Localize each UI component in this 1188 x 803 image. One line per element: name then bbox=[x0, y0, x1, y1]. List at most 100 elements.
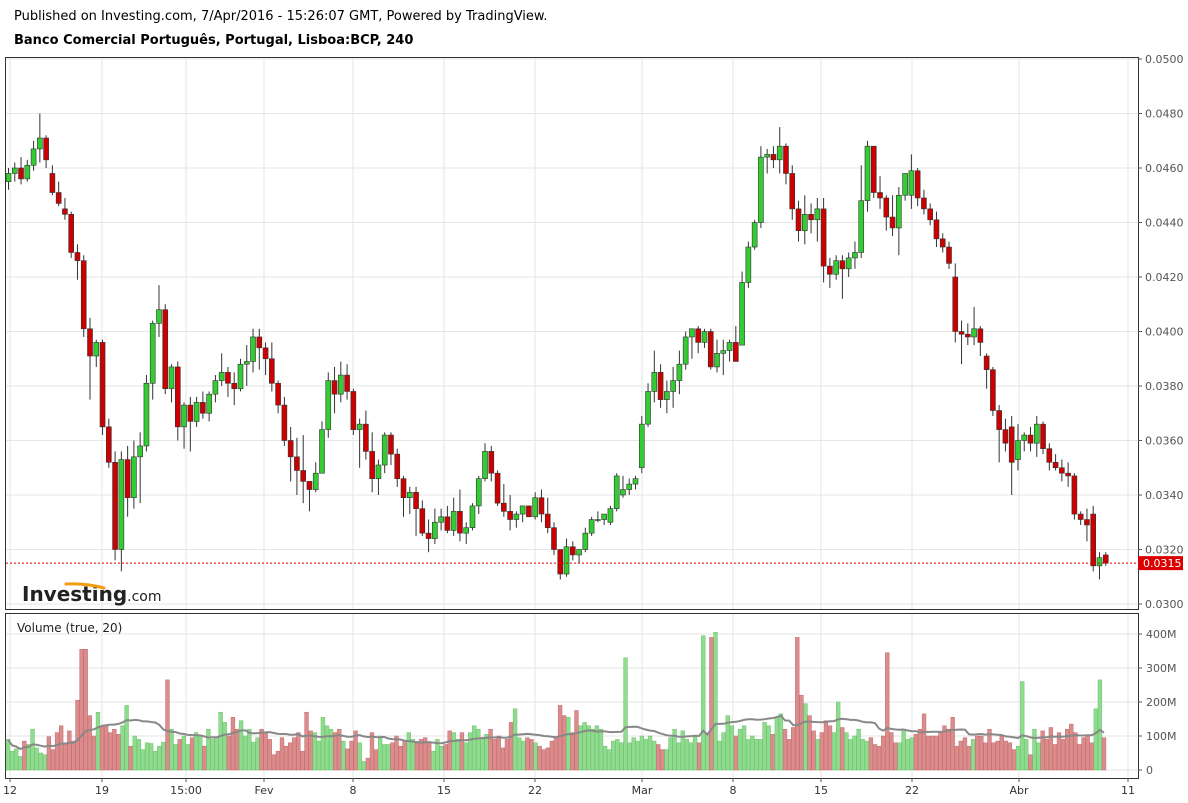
volume-bar-up bbox=[357, 742, 362, 771]
candle-body-up bbox=[689, 328, 695, 338]
candle bbox=[827, 257, 833, 288]
candle-body-down bbox=[1002, 429, 1009, 444]
candle bbox=[281, 396, 288, 446]
volume-bar-up bbox=[590, 728, 595, 771]
candle-body-up bbox=[1015, 440, 1021, 460]
candle-body-up bbox=[513, 513, 520, 520]
candle-body-up bbox=[532, 497, 538, 518]
volume-bar-down bbox=[292, 737, 297, 771]
candle bbox=[482, 443, 488, 482]
candle bbox=[1046, 443, 1053, 471]
time-axis: 12 19 15:00 Fev 8 15 22 Mar 8 15 22 Abr 11 bbox=[3, 778, 1135, 797]
candle bbox=[1059, 459, 1065, 482]
candle-body-down bbox=[952, 276, 959, 332]
candle bbox=[419, 500, 426, 536]
candle-body-down bbox=[488, 451, 495, 474]
volume-bar-down bbox=[979, 735, 984, 771]
volume-bar-down bbox=[889, 732, 894, 771]
volume-bar-down bbox=[557, 705, 563, 771]
volume-bar-down bbox=[91, 735, 97, 771]
investing-logo: Investing.com bbox=[22, 582, 162, 606]
volume-bar-up bbox=[26, 744, 31, 771]
price-tick-label: 0.0340 bbox=[1145, 489, 1184, 502]
candle bbox=[331, 366, 338, 414]
candle-body-up bbox=[463, 527, 470, 534]
volume-bar-down bbox=[259, 728, 264, 771]
volume-bar-up bbox=[153, 751, 158, 771]
volume-bar-down bbox=[1060, 739, 1066, 771]
volume-bar-up bbox=[1020, 681, 1025, 771]
candle-body-down bbox=[783, 145, 789, 174]
volume-bar-down bbox=[422, 737, 428, 771]
volume-bar-up bbox=[651, 740, 657, 771]
volume-bar-down bbox=[1089, 742, 1094, 771]
volume-bar-up bbox=[586, 725, 591, 771]
volume-bar-down bbox=[709, 637, 714, 771]
candle-body-down bbox=[281, 404, 288, 441]
volume-bar-up bbox=[623, 657, 628, 771]
volume-bar-down bbox=[50, 749, 56, 771]
volume-bar-down bbox=[1077, 744, 1082, 771]
candle-body-up bbox=[595, 519, 601, 521]
candle-body-down bbox=[200, 402, 206, 414]
volume-bar-down bbox=[770, 734, 775, 771]
volume-bar-up bbox=[717, 740, 722, 771]
price-axis: 0.0500 0.0480 0.0460 0.0440 0.0420 0.0400 0.03… bbox=[1138, 53, 1184, 611]
volume-bar-down bbox=[353, 730, 358, 771]
volume-bar-down bbox=[541, 749, 546, 771]
volume-bar-down bbox=[799, 694, 804, 771]
volume-bar-down bbox=[1052, 744, 1058, 771]
candle-body-down bbox=[808, 214, 814, 221]
candle-body-down bbox=[363, 423, 369, 452]
volume-bar-up bbox=[451, 732, 456, 771]
volume-bar-down bbox=[537, 745, 542, 771]
volume-bar-down bbox=[459, 732, 465, 771]
candle-body-down bbox=[889, 216, 896, 229]
volume-bar-up bbox=[136, 739, 142, 771]
candle bbox=[852, 241, 858, 269]
candle bbox=[1084, 508, 1090, 542]
candle-body-down bbox=[124, 459, 131, 499]
volume-bar-up bbox=[467, 732, 473, 771]
volume-bar-down bbox=[443, 744, 448, 771]
candle bbox=[106, 418, 112, 468]
candle bbox=[733, 326, 739, 362]
volume-bar-up bbox=[435, 739, 440, 771]
candle bbox=[413, 486, 419, 536]
price-tick-label: 0.0440 bbox=[1145, 217, 1184, 230]
volume-bar-up bbox=[713, 632, 718, 771]
candle bbox=[338, 361, 344, 403]
volume-bar-down bbox=[893, 742, 898, 771]
candle-body-down bbox=[413, 491, 419, 509]
volume-bar-down bbox=[885, 652, 890, 771]
volume-bar-down bbox=[1085, 735, 1090, 771]
candle bbox=[657, 364, 664, 408]
price-tick-label: 0.0300 bbox=[1145, 598, 1184, 611]
volume-tick-label: 0 bbox=[1146, 764, 1153, 777]
candle bbox=[544, 497, 551, 534]
logo-suffix: .com bbox=[127, 589, 161, 605]
volume-bar-up bbox=[860, 739, 865, 771]
volume-bar-up bbox=[312, 732, 317, 771]
volume-bar-up bbox=[517, 737, 522, 771]
candle bbox=[369, 432, 375, 493]
candle-body-down bbox=[707, 331, 714, 368]
volume-bar-down bbox=[823, 720, 829, 771]
volume-bar-up bbox=[95, 711, 101, 771]
candle-body-down bbox=[74, 252, 81, 261]
candle-body-up bbox=[338, 374, 344, 395]
candle-body-down bbox=[1046, 448, 1053, 463]
time-tick-label: 15 bbox=[437, 784, 451, 797]
candle bbox=[858, 165, 865, 258]
candle bbox=[406, 486, 413, 515]
candle-body-up bbox=[149, 323, 156, 384]
candle bbox=[118, 451, 125, 572]
volume-bar-down bbox=[108, 732, 113, 771]
candle bbox=[444, 505, 451, 534]
candle-body-up bbox=[475, 478, 482, 507]
candle bbox=[701, 328, 708, 348]
candle bbox=[5, 168, 12, 190]
volume-bar-up bbox=[754, 739, 759, 771]
volume-bar-down bbox=[840, 727, 845, 771]
